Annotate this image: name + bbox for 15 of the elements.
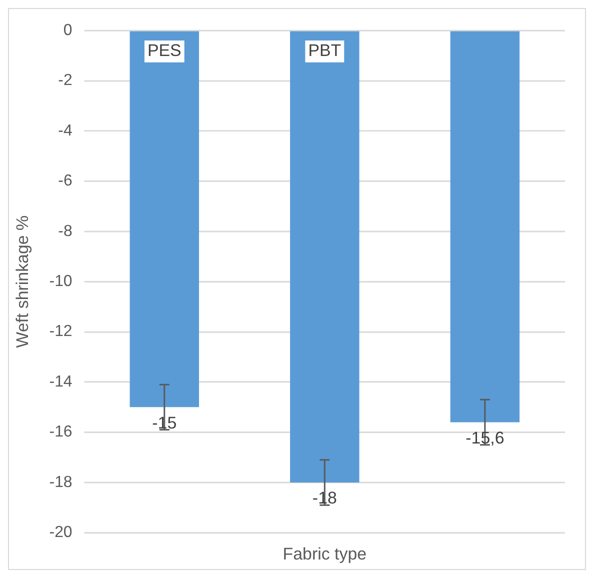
x-tick-label: PES [147,41,182,60]
y-tick-label: -6 [58,172,72,190]
y-tick-label: 0 [63,22,72,39]
y-tick-label: -12 [49,323,72,340]
y-tick-label: -18 [49,474,72,491]
y-tick-label: -8 [58,222,72,240]
x-axis-title: Fabric type [282,544,367,564]
y-axis-title: Weft shrinkage % [12,215,32,348]
y-tick-label: -4 [58,122,72,140]
y-tick-label: -10 [49,273,72,290]
x-tick-label: PBT [308,41,342,60]
y-tick-label: -16 [49,424,72,441]
y-tick-label: -2 [58,72,72,90]
y-tick-label: -20 [49,524,72,542]
y-tick-label: -14 [49,373,72,390]
